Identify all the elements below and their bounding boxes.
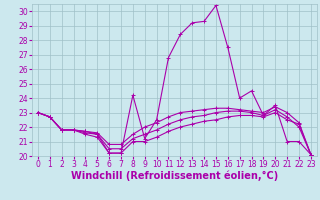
X-axis label: Windchill (Refroidissement éolien,°C): Windchill (Refroidissement éolien,°C) <box>71 171 278 181</box>
